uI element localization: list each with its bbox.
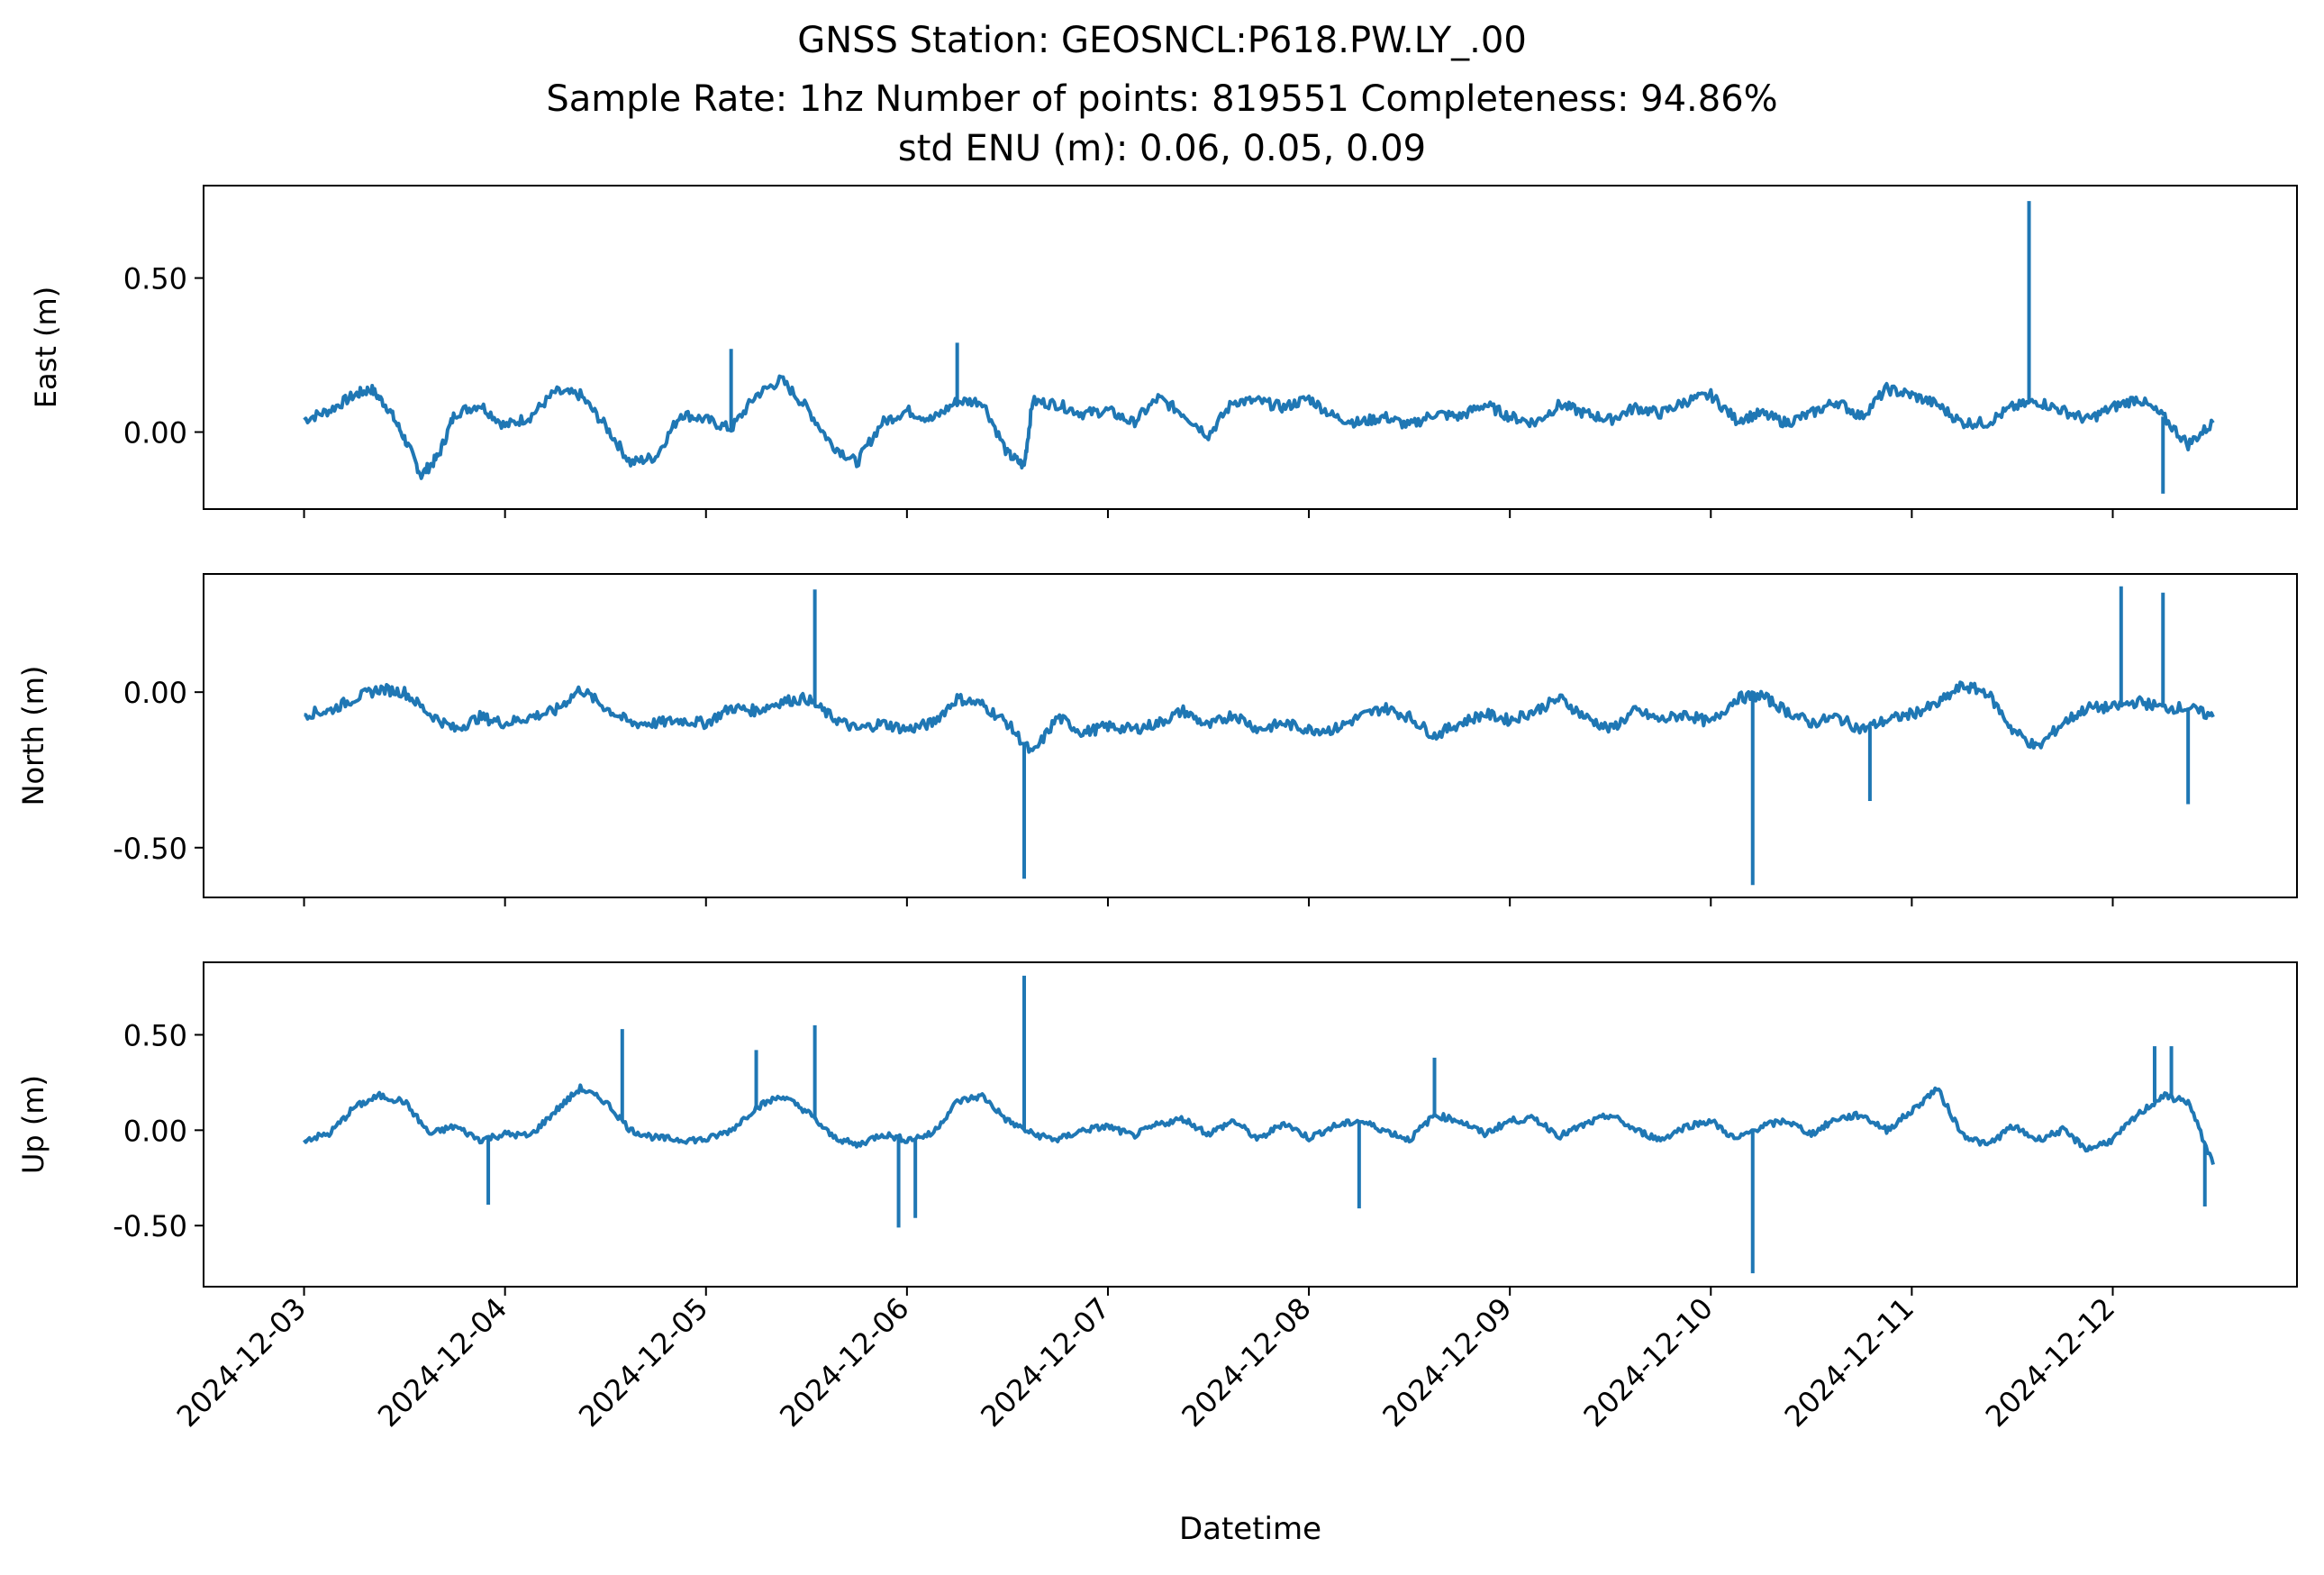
axes-frame (203, 573, 2298, 898)
title: GNSS Station: GEOSNCL:P618.PW.LY_.00 Sam… (546, 20, 1777, 169)
y-tick-label: 0.50 (123, 1018, 187, 1052)
series-line (304, 680, 2215, 754)
axes-frame (203, 961, 2298, 1288)
title-line-1: GNSS Station: GEOSNCL:P618.PW.LY_.00 (797, 20, 1527, 61)
title-line-3: std ENU (m): 0.06, 0.05, 0.09 (898, 128, 1426, 169)
east-panel: 0.50 0.00 East (m) (29, 185, 2298, 518)
y-tick-label: 0.00 (123, 676, 187, 710)
y-tick-label: -0.50 (113, 1209, 187, 1243)
y-tick-label: 0.00 (123, 1114, 187, 1148)
x-axis-label: Datetime (1179, 1511, 1321, 1547)
y-tick-label: 0.00 (123, 416, 187, 451)
y-tick-label: 0.50 (123, 262, 187, 296)
y-axis-label: North (m) (16, 666, 50, 806)
y-tick-label: -0.50 (113, 832, 187, 866)
y-axis-label: East (m) (29, 287, 63, 408)
axes-frame (203, 185, 2298, 510)
series-line (303, 374, 2215, 480)
title-line-2: Sample Rate: 1hz Number of points: 81955… (546, 78, 1777, 120)
north-panel: 0.00 -0.50 North (m) (16, 573, 2298, 906)
y-axis-label: Up (m) (16, 1075, 50, 1174)
